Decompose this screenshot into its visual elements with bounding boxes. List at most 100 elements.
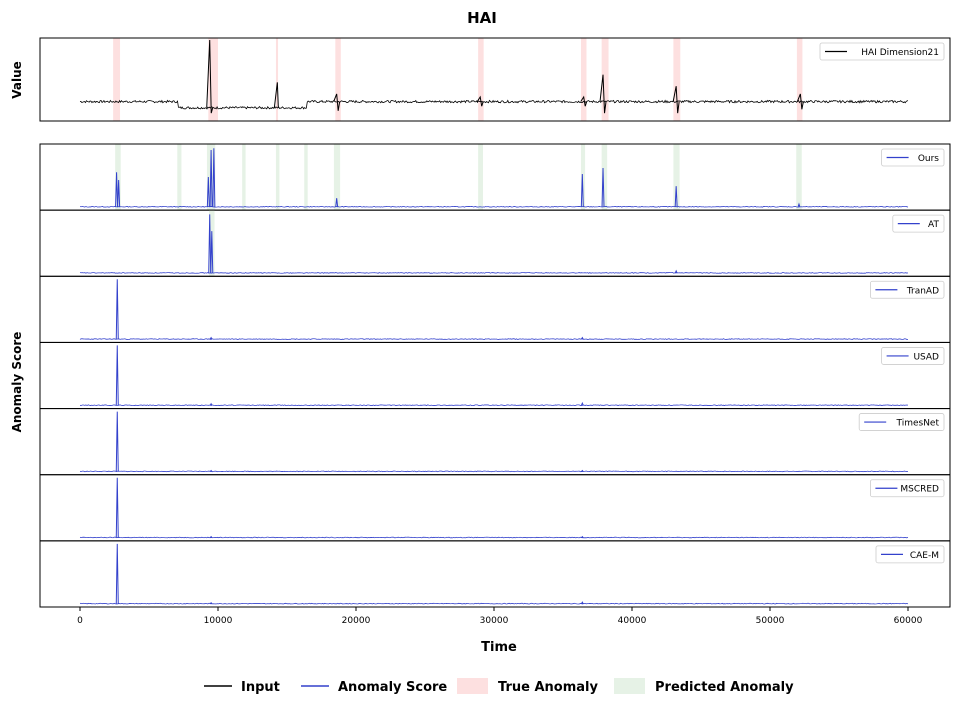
legend-label: HAI Dimension21 [861, 48, 939, 58]
score-spike [601, 168, 605, 208]
true-anomaly-region [796, 38, 803, 121]
true-anomaly-region [601, 38, 609, 121]
legend-item-label: Input [241, 680, 280, 695]
score-panel-frame [39, 143, 951, 211]
predicted-anomaly-region [333, 144, 341, 211]
score-spike [674, 269, 678, 274]
score-spike [580, 174, 584, 208]
score-spike [209, 535, 213, 539]
score-spike [580, 535, 584, 539]
score-panel-cae-m: CAE-M [39, 540, 951, 608]
score-panel-frame [39, 408, 951, 476]
input-line [79, 99, 909, 110]
legend-item-label: True Anomaly [498, 680, 598, 695]
score-baseline [79, 272, 909, 274]
score-spike [209, 336, 213, 340]
legend-label: TranAD [906, 286, 939, 296]
score-spike [580, 601, 584, 605]
x-tick-label: 40000 [618, 616, 647, 626]
x-tick-label: 0 [77, 616, 83, 626]
score-baseline [79, 205, 909, 208]
legend-label: USAD [913, 352, 939, 362]
x-axis-label: Time [481, 640, 517, 655]
true-anomaly-region [208, 38, 218, 121]
predicted-anomaly-region [601, 144, 608, 211]
legend-patch-swatch [457, 678, 488, 694]
score-legend: USAD [881, 347, 945, 365]
x-axis-ticks: 0 10000 20000 30000 40000 50000 60000 [77, 607, 923, 626]
legend-box [870, 280, 945, 299]
score-panel-frame [39, 275, 951, 343]
score-legend: AT [892, 214, 945, 233]
score-baseline [79, 470, 909, 473]
score-panel-timesnet: TimesNet [39, 408, 951, 476]
x-tick-label: 30000 [480, 616, 509, 626]
input-panel-frame [39, 37, 951, 122]
score-spike [209, 149, 213, 208]
score-panel-frame [39, 540, 951, 608]
score-legend: CAE-M [875, 545, 945, 564]
score-spike [115, 477, 119, 538]
legend-label: TimesNet [895, 419, 939, 429]
true-anomaly-region [673, 38, 681, 121]
true-anomaly-region [113, 38, 121, 121]
input-spike [273, 82, 279, 108]
y-axis-label-anomaly-score: Anomaly Score [10, 332, 24, 433]
score-spike [335, 198, 339, 208]
score-spike [580, 401, 584, 406]
score-spike [115, 279, 119, 340]
input-panel: HAI Dimension21 [39, 37, 951, 122]
score-spike [115, 411, 119, 472]
legend-label: MSCRED [900, 485, 939, 495]
legend-box [881, 347, 945, 365]
legend-box [858, 413, 945, 431]
predicted-anomaly-region [177, 144, 182, 211]
true-anomaly-region [478, 38, 484, 121]
input-spike [476, 95, 484, 107]
legend-box [875, 545, 945, 564]
input-spike [599, 74, 607, 114]
x-tick-label: 50000 [756, 616, 785, 626]
true-anomaly-region [580, 38, 587, 121]
score-legend: MSCRED [870, 479, 945, 498]
legend-item-label: Anomaly Score [338, 680, 447, 695]
score-spike [210, 231, 214, 274]
score-baseline [79, 404, 909, 407]
score-spike [117, 180, 121, 208]
input-spike [206, 39, 214, 114]
score-legend: TimesNet [858, 413, 945, 431]
chart-title: HAI [467, 9, 497, 27]
predicted-anomaly-region [673, 144, 680, 211]
true-anomaly-region [335, 38, 341, 121]
input-legend: HAI Dimension21 [819, 42, 945, 61]
score-spike [209, 602, 213, 605]
x-tick-label: 60000 [894, 616, 923, 626]
score-spike [209, 402, 213, 406]
score-spike [580, 469, 584, 473]
y-axis-label-value: Value [10, 61, 24, 99]
score-spike [797, 202, 801, 208]
legend-box [881, 148, 945, 167]
predicted-anomaly-region [242, 144, 246, 211]
score-spike [115, 543, 119, 605]
true-anomaly-region [275, 38, 279, 121]
input-spike [672, 86, 680, 114]
score-panel-ours: Ours [39, 143, 951, 211]
bottom-legend: Input Anomaly Score True Anomaly Predicted … [204, 678, 794, 695]
input-spike [796, 93, 804, 110]
predicted-anomaly-region [115, 144, 121, 211]
legend-patch-swatch [614, 678, 645, 694]
predicted-anomaly-region [478, 144, 483, 211]
score-spike [209, 469, 213, 473]
score-panel-frame [39, 474, 951, 542]
legend-label: CAE-M [910, 551, 939, 561]
predicted-anomaly-region [796, 144, 802, 211]
score-panel-mscred: MSCRED [39, 474, 951, 542]
score-baseline [79, 338, 909, 340]
legend-box [819, 42, 945, 61]
predicted-anomaly-region [304, 144, 308, 211]
x-tick-label: 20000 [342, 616, 371, 626]
score-panel-frame [39, 341, 951, 410]
legend-item-label: Predicted Anomaly [655, 680, 794, 695]
